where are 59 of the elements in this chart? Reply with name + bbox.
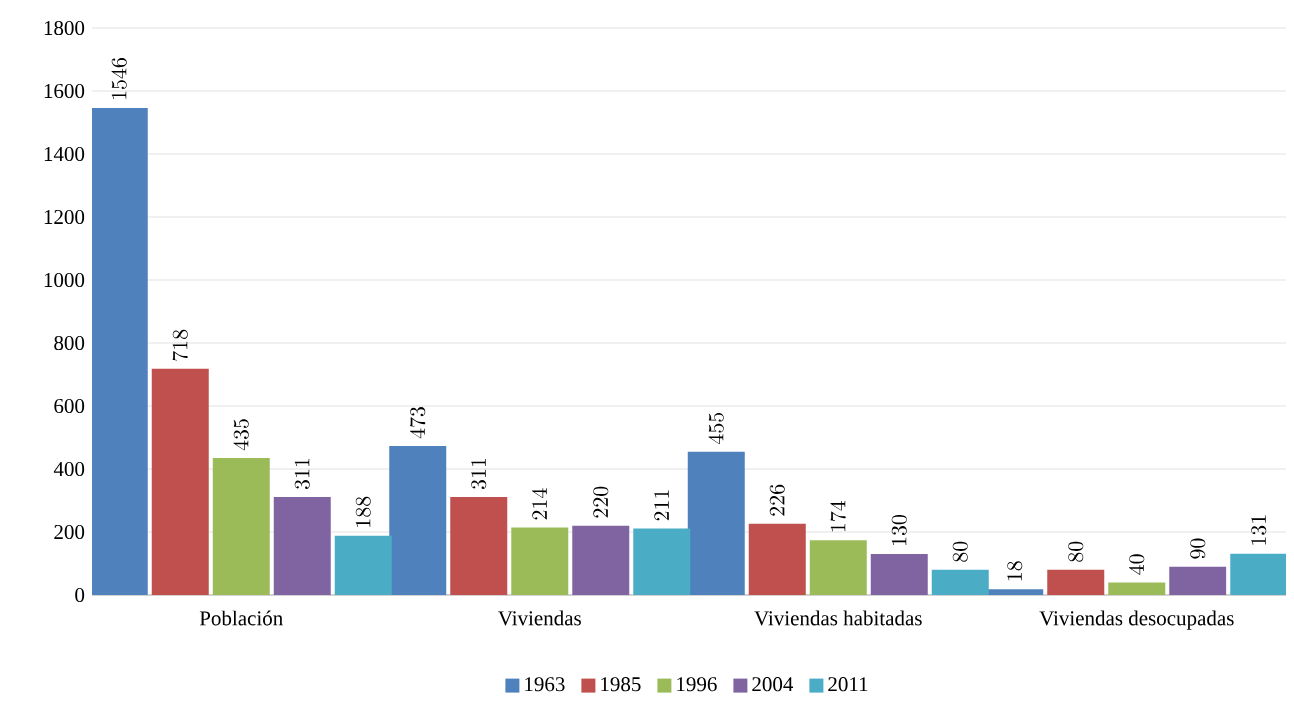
legend-label: 1996 [677, 677, 717, 692]
legend-label: 1985 [601, 677, 641, 692]
bar [809, 540, 867, 595]
data-label: 455 [708, 412, 724, 444]
data-label: 311 [471, 458, 487, 490]
data-label: 18 [1007, 561, 1023, 581]
data-label: 1546 [111, 58, 127, 99]
bar [92, 107, 148, 595]
bar [334, 535, 392, 595]
data-label: 174 [830, 500, 846, 532]
bar [1108, 582, 1166, 595]
data-label: 131 [1251, 515, 1267, 545]
data-label: 473 [409, 407, 426, 439]
data-label: 188 [355, 496, 371, 527]
legend-label: 1963 [525, 677, 565, 692]
bar [273, 497, 331, 595]
y-tick-label: 800 [54, 335, 85, 351]
y-tick-label: 1600 [44, 83, 85, 99]
data-label: 220 [593, 486, 609, 518]
bar [1230, 553, 1287, 595]
y-tick-label: 200 [54, 524, 85, 540]
data-label: 214 [531, 488, 547, 520]
bar [572, 525, 630, 595]
y-tick-label: 1800 [44, 20, 85, 36]
data-label: 90 [1190, 538, 1206, 559]
data-label: 80 [952, 541, 968, 562]
bar [748, 523, 806, 595]
y-tick-label: 0 [75, 587, 85, 603]
data-label: 435 [233, 419, 249, 451]
x-tick-label: Viviendas desocupadas [1039, 610, 1234, 630]
bar [1047, 569, 1105, 595]
bar [687, 451, 745, 595]
data-label: 130 [891, 514, 907, 546]
x-tick-label: Viviendas [498, 610, 581, 626]
x-tick-label: Población [199, 610, 283, 626]
y-tick-label: 400 [53, 461, 85, 477]
bar [633, 528, 691, 595]
bar [151, 368, 209, 595]
bar [986, 589, 1044, 595]
bar [1169, 566, 1227, 595]
x-tick-label: Viviendas habitadas [754, 610, 922, 626]
y-tick-label: 1400 [44, 146, 85, 162]
legend-label: 2004 [752, 677, 794, 692]
bar [931, 569, 989, 595]
bar [389, 445, 447, 595]
y-tick-label: 1000 [44, 272, 85, 288]
data-label: 311 [294, 458, 310, 490]
bar [511, 527, 569, 595]
data-label: 226 [769, 484, 785, 516]
data-label: 718 [172, 329, 188, 361]
data-label: 40 [1128, 554, 1145, 575]
bar [212, 457, 270, 595]
bar [870, 554, 928, 595]
bar [450, 497, 508, 595]
y-tick-label: 600 [54, 398, 85, 414]
data-label: 211 [654, 490, 669, 521]
data-label: 80 [1068, 541, 1084, 562]
y-tick-label: 1200 [44, 209, 85, 225]
legend-label: 2011 [828, 677, 868, 692]
